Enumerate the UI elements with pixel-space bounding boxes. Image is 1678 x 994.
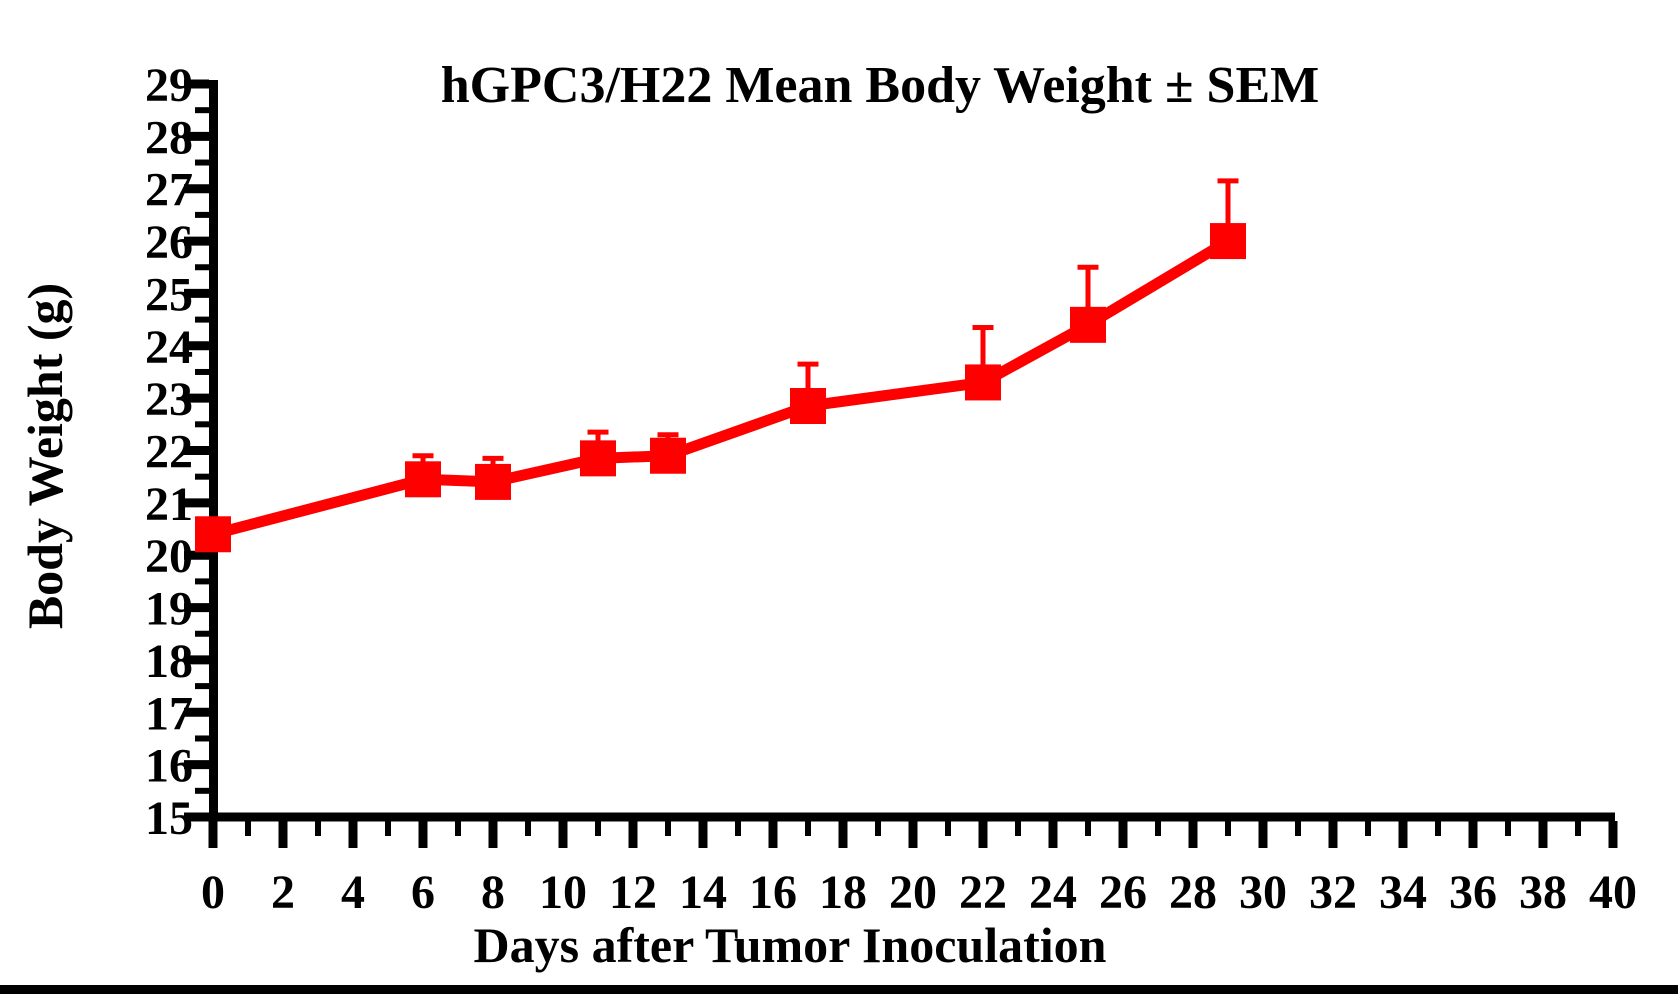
y-tick-label: 28 (145, 111, 193, 164)
data-point-marker (1210, 223, 1246, 260)
x-tick-label: 32 (1309, 866, 1357, 919)
y-tick-label: 17 (145, 687, 193, 740)
x-tick-label: 6 (411, 866, 435, 919)
y-tick-label: 27 (145, 164, 193, 217)
data-point-marker (965, 364, 1001, 401)
x-tick-label: 4 (341, 866, 365, 919)
y-tick-label: 16 (145, 740, 193, 793)
x-tick-label: 14 (679, 866, 727, 919)
y-tick-label: 24 (145, 321, 193, 374)
data-point-marker (650, 437, 686, 474)
x-tick-label: 26 (1099, 866, 1147, 919)
x-ticks-group (208, 821, 1618, 848)
data-point-marker (1070, 306, 1106, 343)
x-tick-label: 36 (1449, 866, 1497, 919)
x-tick-label: 0 (201, 866, 225, 919)
x-tick-label: 22 (959, 866, 1007, 919)
y-tick-label: 15 (145, 792, 193, 845)
data-point-marker (475, 463, 511, 500)
y-tick-label: 25 (145, 268, 193, 321)
x-tick-label: 20 (889, 866, 937, 919)
y-axis-title: Body Weight (g) (17, 283, 73, 629)
x-tick-label: 12 (609, 866, 657, 919)
x-tick-label: 38 (1519, 866, 1567, 919)
y-tick-label: 23 (145, 373, 193, 426)
x-tick-label: 40 (1589, 866, 1637, 919)
y-tick-label: 29 (145, 59, 193, 112)
x-tick-label: 16 (749, 866, 797, 919)
x-tick-label: 10 (539, 866, 587, 919)
y-tick-label: 22 (145, 426, 193, 479)
data-markers-group (195, 223, 1246, 553)
axes-group (209, 80, 1615, 822)
y-tick-label: 21 (145, 478, 193, 531)
x-tick-label: 28 (1169, 866, 1217, 919)
y-tick-label: 18 (145, 635, 193, 688)
data-point-marker (195, 516, 231, 553)
y-tick-label: 26 (145, 216, 193, 269)
series-line (211, 236, 1231, 540)
x-tick-label: 34 (1379, 866, 1427, 919)
x-tick-label: 30 (1239, 866, 1287, 919)
x-tick-label: 18 (819, 866, 867, 919)
series-line-group (211, 236, 1231, 540)
error-bars-group (412, 178, 1239, 482)
x-tick-label: 24 (1029, 866, 1077, 919)
x-axis-title: Days after Tumor Inoculation (474, 917, 1107, 973)
bottom-border-bar (0, 985, 1678, 994)
x-tick-label: 8 (481, 866, 505, 919)
y-tick-label: 20 (145, 530, 193, 583)
data-point-marker (790, 387, 826, 424)
data-point-marker (405, 461, 441, 498)
chart-title: hGPC3/H22 Mean Body Weight ± SEM (441, 57, 1319, 114)
data-point-marker (580, 440, 616, 477)
y-tick-label: 19 (145, 583, 193, 636)
x-tick-label: 2 (271, 866, 295, 919)
x-tick-labels-group: 0 2 4 6 8 10 12 14 16 18 20 22 24 26 28 30 32 34 36 38 40 (201, 866, 1637, 919)
